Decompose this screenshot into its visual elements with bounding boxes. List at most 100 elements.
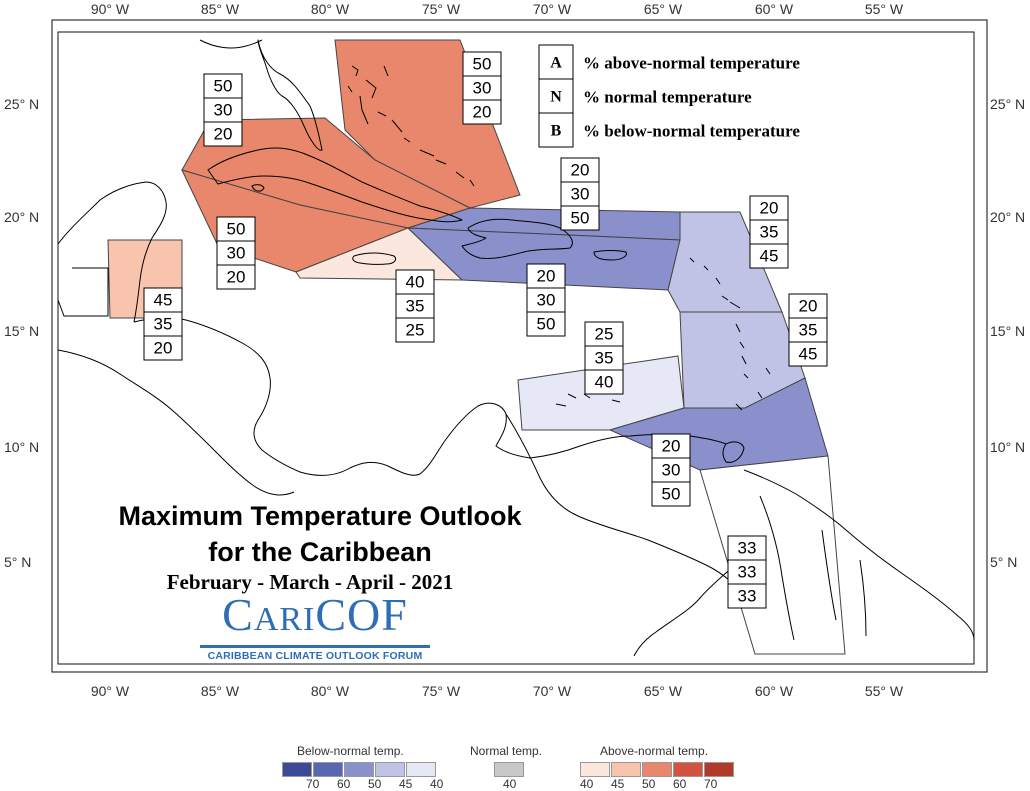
legend-swatch-normal — [494, 762, 524, 777]
legend-tick-above: 60 — [673, 777, 687, 791]
value-box-trinidad-tobago: 20 30 50 — [651, 433, 691, 507]
value-below: 40 — [595, 373, 614, 392]
lat-label-right: 25° N — [990, 96, 1025, 112]
lat-label-right: 10° N — [990, 439, 1025, 455]
legend-swatch-below — [344, 762, 374, 777]
lon-label-bottom: 85° W — [201, 683, 240, 699]
value-normal: 30 — [537, 291, 556, 310]
value-above: 33 — [738, 539, 757, 558]
value-below: 20 — [214, 125, 233, 144]
legend-tick-below: 70 — [306, 777, 320, 791]
value-normal: 33 — [738, 563, 757, 582]
coastline-puerto-rico — [593, 250, 627, 261]
value-normal: 35 — [154, 315, 173, 334]
value-below: 20 — [227, 268, 246, 287]
legend-swatch-below — [406, 762, 436, 777]
value-below: 20 — [473, 103, 492, 122]
caricof-logo: CARICOF CARIBBEAN CLIMATE OUTLOOK FORUM — [200, 592, 430, 662]
value-normal: 35 — [406, 297, 425, 316]
logo-rule — [200, 645, 430, 648]
lon-label-top: 80° W — [311, 1, 350, 17]
legend-tick-above: 45 — [611, 777, 625, 791]
legend-above-title: Above-normal temp. — [600, 744, 709, 758]
value-box-hispaniola-north: 20 30 50 — [560, 157, 600, 231]
value-below: 50 — [662, 485, 681, 504]
value-normal: 30 — [214, 101, 233, 120]
lon-label-bottom: 80° W — [311, 683, 350, 699]
lat-label-left: 25° N — [4, 96, 39, 112]
value-below: 33 — [738, 587, 757, 606]
legend-tick-below: 60 — [337, 777, 351, 791]
lon-label-top: 60° W — [755, 1, 794, 17]
bottom-lon-labels: 90° W 85° W 80° W 75° W 70° W 65° W 60° … — [91, 683, 904, 699]
lon-label-top: 75° W — [422, 1, 461, 17]
key-letter-a: A — [550, 55, 562, 72]
lat-label-left: 10° N — [4, 439, 39, 455]
value-box-jamaica: 40 35 25 — [395, 269, 435, 343]
value-above: 20 — [662, 437, 681, 456]
legend-swatch-above — [673, 762, 703, 777]
lat-label-left: 15° N — [4, 323, 39, 339]
legend-swatch-above — [580, 762, 610, 777]
value-normal: 30 — [571, 185, 590, 204]
border-guianas — [633, 495, 867, 657]
value-below: 50 — [571, 209, 590, 228]
border-venezuela-colombia — [505, 413, 741, 591]
legend-normal-title: Normal temp. — [470, 744, 543, 758]
lon-label-top: 85° W — [201, 1, 240, 17]
value-above: 25 — [595, 325, 614, 344]
lon-label-bottom: 55° W — [865, 683, 904, 699]
value-above: 40 — [406, 273, 425, 292]
lat-label-right: 20° N — [990, 209, 1025, 225]
map-title-line1: Maximum Temperature Outlook — [118, 501, 522, 531]
value-above: 50 — [214, 77, 233, 96]
lon-label-bottom: 60° W — [755, 683, 794, 699]
lon-label-bottom: 65° W — [644, 683, 683, 699]
value-box-cuba: 50 30 20 — [203, 73, 243, 147]
key-letter-box — [538, 78, 574, 114]
value-above: 20 — [799, 297, 818, 316]
value-below: 25 — [406, 321, 425, 340]
legend-below-title: Below-normal temp. — [297, 744, 404, 758]
value-below: 20 — [154, 339, 173, 358]
value-above: 20 — [571, 161, 590, 180]
map-period: February - March - April - 2021 — [166, 570, 454, 594]
legend-tick-above: 50 — [642, 777, 656, 791]
value-above: 50 — [473, 55, 492, 74]
value-box-abc-islands: 25 35 40 — [584, 321, 624, 395]
legend-swatch-below — [313, 762, 343, 777]
lon-label-top: 65° W — [644, 1, 683, 17]
legend-tick-below: 40 — [430, 777, 444, 791]
key-letter-b: B — [551, 123, 562, 140]
coastline-bahamas — [347, 65, 475, 187]
lat-label-right: 5° N — [990, 554, 1017, 570]
value-box-guianas: 33 33 33 — [727, 535, 767, 609]
lon-label-bottom: 70° W — [533, 683, 572, 699]
coastline-trinidad — [722, 441, 745, 463]
coastline-hispaniola — [461, 218, 573, 259]
legend-swatch-below — [375, 762, 405, 777]
legend-tick-normal: 40 — [503, 777, 517, 791]
value-normal: 30 — [662, 461, 681, 480]
key-text-above: % above-normal temperature — [583, 54, 800, 73]
legend-tick-above: 70 — [704, 777, 718, 791]
value-above: 45 — [154, 291, 173, 310]
value-box-leeward-islands: 20 35 45 — [749, 195, 789, 269]
right-lat-labels: 25° N 20° N 15° N 10° N 5° N — [990, 96, 1025, 570]
value-above: 20 — [537, 267, 556, 286]
coastline-abc — [555, 393, 621, 407]
legend-swatch-above — [704, 762, 734, 777]
left-lat-labels: 25° N 20° N 15° N 10° N 5° N — [4, 96, 39, 570]
coastline-south-america — [743, 469, 975, 641]
lat-label-right: 15° N — [990, 323, 1025, 339]
value-box-hispaniola-south-puerto-rico: 20 30 50 — [526, 263, 566, 337]
value-box-windward-islands: 20 35 45 — [788, 293, 828, 367]
map-title-line2: for the Caribbean — [208, 537, 432, 567]
coastline-florida — [257, 39, 323, 151]
value-normal: 30 — [473, 79, 492, 98]
logo-part: ARI — [253, 601, 316, 638]
legend-tick-below: 45 — [399, 777, 413, 791]
key-letter-box — [538, 112, 574, 148]
coastline-belize-border — [57, 267, 109, 317]
logo-wordmark: CARICOF — [200, 592, 430, 643]
